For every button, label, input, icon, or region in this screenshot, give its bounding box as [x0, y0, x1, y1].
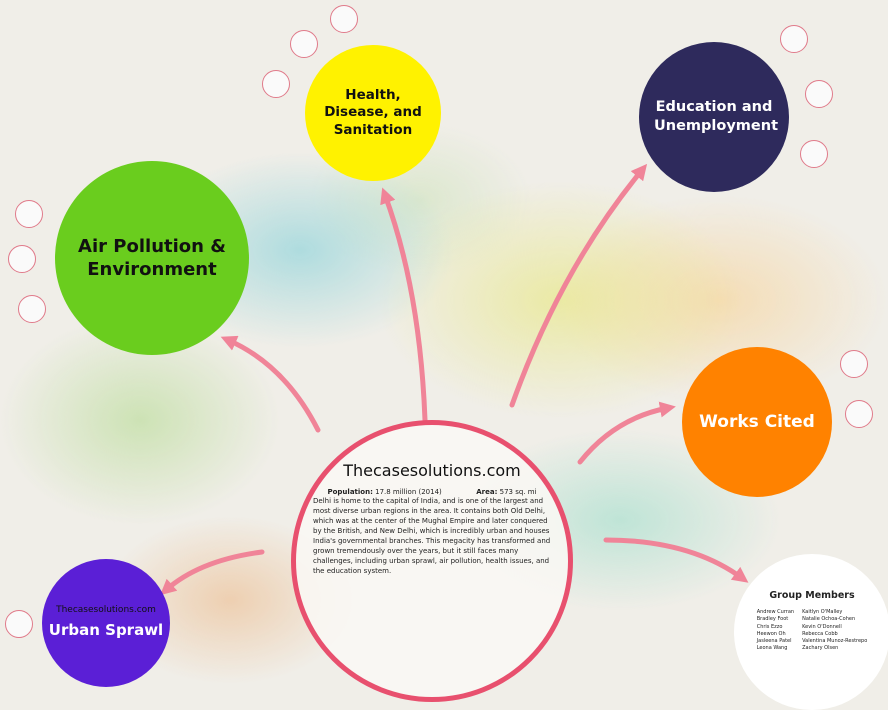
center-description: Delhi is home to the capital of India, a…: [313, 497, 551, 577]
center-circle[interactable]: Thecasesolutions.com Population: 17.8 mi…: [291, 420, 573, 702]
arrow: [385, 195, 425, 420]
thumbnail: [840, 350, 868, 378]
member-name: Heewon Oh: [757, 631, 794, 638]
member-name: Jasleena Patel: [757, 638, 794, 645]
arrow: [606, 540, 742, 578]
member-name: Natalie Ochoa-Cohen: [802, 616, 867, 623]
node-label: Urban Sprawl: [49, 621, 163, 641]
thumbnail: [262, 70, 290, 98]
thumbnail: [8, 245, 36, 273]
thumbnail: [800, 140, 828, 168]
thumbnail: [845, 400, 873, 428]
population-label: Population:: [327, 488, 372, 496]
node-label: Education and Unemployment: [654, 98, 774, 136]
node-label: Works Cited: [699, 411, 815, 433]
thumbnail: [15, 200, 43, 228]
thumbnail: [5, 610, 33, 638]
arrow: [228, 340, 318, 430]
node-circle[interactable]: Works Cited: [682, 347, 832, 497]
member-name: Chris Ezzo: [757, 624, 794, 631]
thumbnail: [805, 80, 833, 108]
arrow: [580, 408, 668, 462]
node-circle[interactable]: Health, Disease, and Sanitation: [305, 45, 441, 181]
area-label: Area:: [476, 488, 497, 496]
page: {"center":{"title":"Thecasesolutions.com…: [0, 0, 888, 702]
thumbnail: [780, 25, 808, 53]
node-caption: Thecasesolutions.com: [56, 605, 156, 615]
thumbnail: [18, 295, 46, 323]
group-title: Group Members: [769, 590, 854, 601]
member-name: Zachary Olsen: [802, 645, 867, 652]
member-name: Andrew Curran: [757, 609, 794, 616]
node-circle[interactable]: Education and Unemployment: [639, 42, 789, 192]
population: 17.8 million (2014): [375, 488, 442, 496]
member-name: Bradley Foot: [757, 616, 794, 623]
node-label: Air Pollution & Environment: [72, 235, 232, 282]
member-name: Kevin O'Donnell: [802, 624, 867, 631]
node-label: Health, Disease, and Sanitation: [318, 87, 428, 140]
area: 573 sq. mi: [500, 488, 537, 496]
arrow: [166, 552, 262, 590]
center-title: Thecasesolutions.com: [343, 461, 521, 480]
thumbnail: [290, 30, 318, 58]
member-name: Rebecca Cobb: [802, 631, 867, 638]
node-circle[interactable]: Air Pollution & Environment: [55, 161, 249, 355]
member-name: Valentina Munoz-Restrepo: [802, 638, 867, 645]
arrow: [512, 170, 642, 405]
node-circle[interactable]: Thecasesolutions.com Urban Sprawl: [42, 559, 170, 687]
member-name: Kaitlyn O'Malley: [802, 609, 867, 616]
thumbnail: [330, 5, 358, 33]
member-name: Leona Wang: [757, 645, 794, 652]
